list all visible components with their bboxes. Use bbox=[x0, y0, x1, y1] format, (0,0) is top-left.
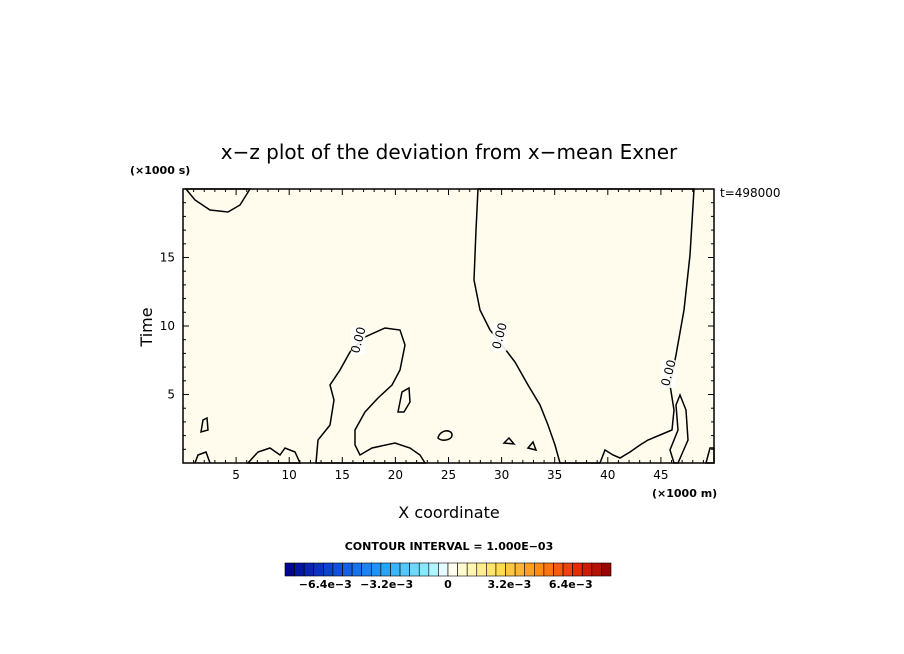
x-unit-label: (×1000 m) bbox=[652, 487, 717, 500]
colorbar-bin bbox=[370, 562, 382, 577]
colorbar-bin bbox=[572, 562, 583, 577]
colorbar-bin bbox=[553, 562, 564, 577]
contour-cell-3 bbox=[437, 430, 453, 441]
colorbar-bin bbox=[591, 562, 602, 577]
axis-ticks bbox=[183, 189, 714, 463]
contour-labels: 0.00 0.00 0.00 bbox=[348, 321, 679, 388]
colorbar-bin bbox=[581, 562, 593, 577]
colorbar-bin bbox=[486, 562, 497, 577]
colorbar-tick-label: 6.4e−3 bbox=[549, 578, 593, 591]
y-tick-label: 5 bbox=[167, 388, 175, 402]
colorbar-bin bbox=[601, 562, 612, 577]
colorbar-bin bbox=[361, 562, 372, 577]
x-tick-label: 40 bbox=[600, 468, 615, 482]
colorbar-bin bbox=[447, 562, 458, 577]
colorbar-bin bbox=[351, 562, 363, 577]
colorbar-bin bbox=[294, 562, 305, 577]
x-tick-label: 15 bbox=[335, 468, 350, 482]
y-tick-labels: 5 10 15 bbox=[160, 251, 175, 402]
colorbar-bin bbox=[313, 562, 324, 577]
x-tick-labels: 5 10 15 20 25 30 35 40 45 bbox=[232, 468, 668, 482]
negative-region-center bbox=[315, 327, 427, 464]
plot-area: 0.00 0.00 0.00 bbox=[182, 188, 715, 464]
colorbar-bin bbox=[428, 562, 439, 577]
contour-cell-1 bbox=[200, 416, 209, 434]
colorbar-bin bbox=[533, 562, 545, 577]
contour-cell-4 bbox=[502, 436, 516, 445]
x-tick-label: 10 bbox=[282, 468, 297, 482]
negative-region-right-strip bbox=[669, 392, 689, 464]
contour-label: 0.00 bbox=[489, 321, 509, 350]
colorbar-bin bbox=[476, 562, 487, 577]
colorbar-tick-label: 0 bbox=[444, 578, 452, 591]
time-stamp-label: t=498000 bbox=[720, 186, 781, 200]
colorbar-bin bbox=[466, 562, 478, 577]
colorbar-bin bbox=[399, 562, 410, 577]
y-axis-label: Time bbox=[137, 307, 156, 347]
contour-interval-text: CONTOUR INTERVAL = 1.000E−03 bbox=[345, 540, 554, 553]
colorbar-bin bbox=[457, 562, 468, 577]
x-tick-label: 35 bbox=[547, 468, 562, 482]
colorbar-bin bbox=[390, 562, 401, 577]
colorbar-bin bbox=[380, 562, 391, 577]
x-tick-label: 20 bbox=[388, 468, 403, 482]
colorbar-bin bbox=[562, 562, 573, 577]
contour-label: 0.00 bbox=[658, 358, 678, 387]
colorbar-bin bbox=[323, 562, 334, 577]
colorbar-bin bbox=[342, 562, 353, 577]
colorbar-bin bbox=[284, 562, 295, 577]
y-tick-label: 15 bbox=[160, 251, 175, 265]
colorbar-bin bbox=[418, 562, 430, 577]
colorbar-bin bbox=[332, 562, 343, 577]
colorbar-bin bbox=[438, 562, 449, 577]
colorbar-bin bbox=[495, 562, 506, 577]
colorbar-bin bbox=[543, 562, 554, 577]
contour-cell-2 bbox=[397, 386, 411, 413]
contour-label-mask bbox=[351, 327, 366, 356]
colorbar-bin bbox=[505, 562, 516, 577]
y-unit-label: (×1000 s) bbox=[130, 164, 190, 177]
x-tick-label: 25 bbox=[441, 468, 456, 482]
colorbar-bin bbox=[514, 562, 526, 577]
y-tick-label: 10 bbox=[160, 319, 175, 333]
colorbar-bin bbox=[303, 562, 315, 577]
x-tick-label: 5 bbox=[232, 468, 240, 482]
x-axis-label: X coordinate bbox=[398, 503, 499, 522]
colorbar bbox=[284, 562, 612, 577]
x-tick-label: 30 bbox=[494, 468, 509, 482]
contour-label: 0.00 bbox=[348, 325, 368, 354]
negative-region-sw bbox=[246, 447, 302, 464]
x-tick-label: 45 bbox=[653, 468, 668, 482]
colorbar-tick-labels: −6.4e−3 −3.2e−3 0 3.2e−3 6.4e−3 bbox=[299, 578, 593, 591]
contour-label-mask bbox=[661, 359, 676, 388]
contour-label-mask bbox=[492, 322, 507, 351]
colorbar-bin bbox=[524, 562, 535, 577]
colorbar-tick-label: −6.4e−3 bbox=[299, 578, 352, 591]
chart-title: x−z plot of the deviation from x−mean Ex… bbox=[221, 140, 678, 164]
contour-cell-5 bbox=[526, 440, 538, 452]
contour-cell-7 bbox=[194, 451, 211, 464]
colorbar-tick-label: −3.2e−3 bbox=[360, 578, 413, 591]
plot-background bbox=[183, 189, 714, 463]
colorbar-tick-label: 3.2e−3 bbox=[487, 578, 531, 591]
colorbar-bin bbox=[409, 562, 420, 577]
